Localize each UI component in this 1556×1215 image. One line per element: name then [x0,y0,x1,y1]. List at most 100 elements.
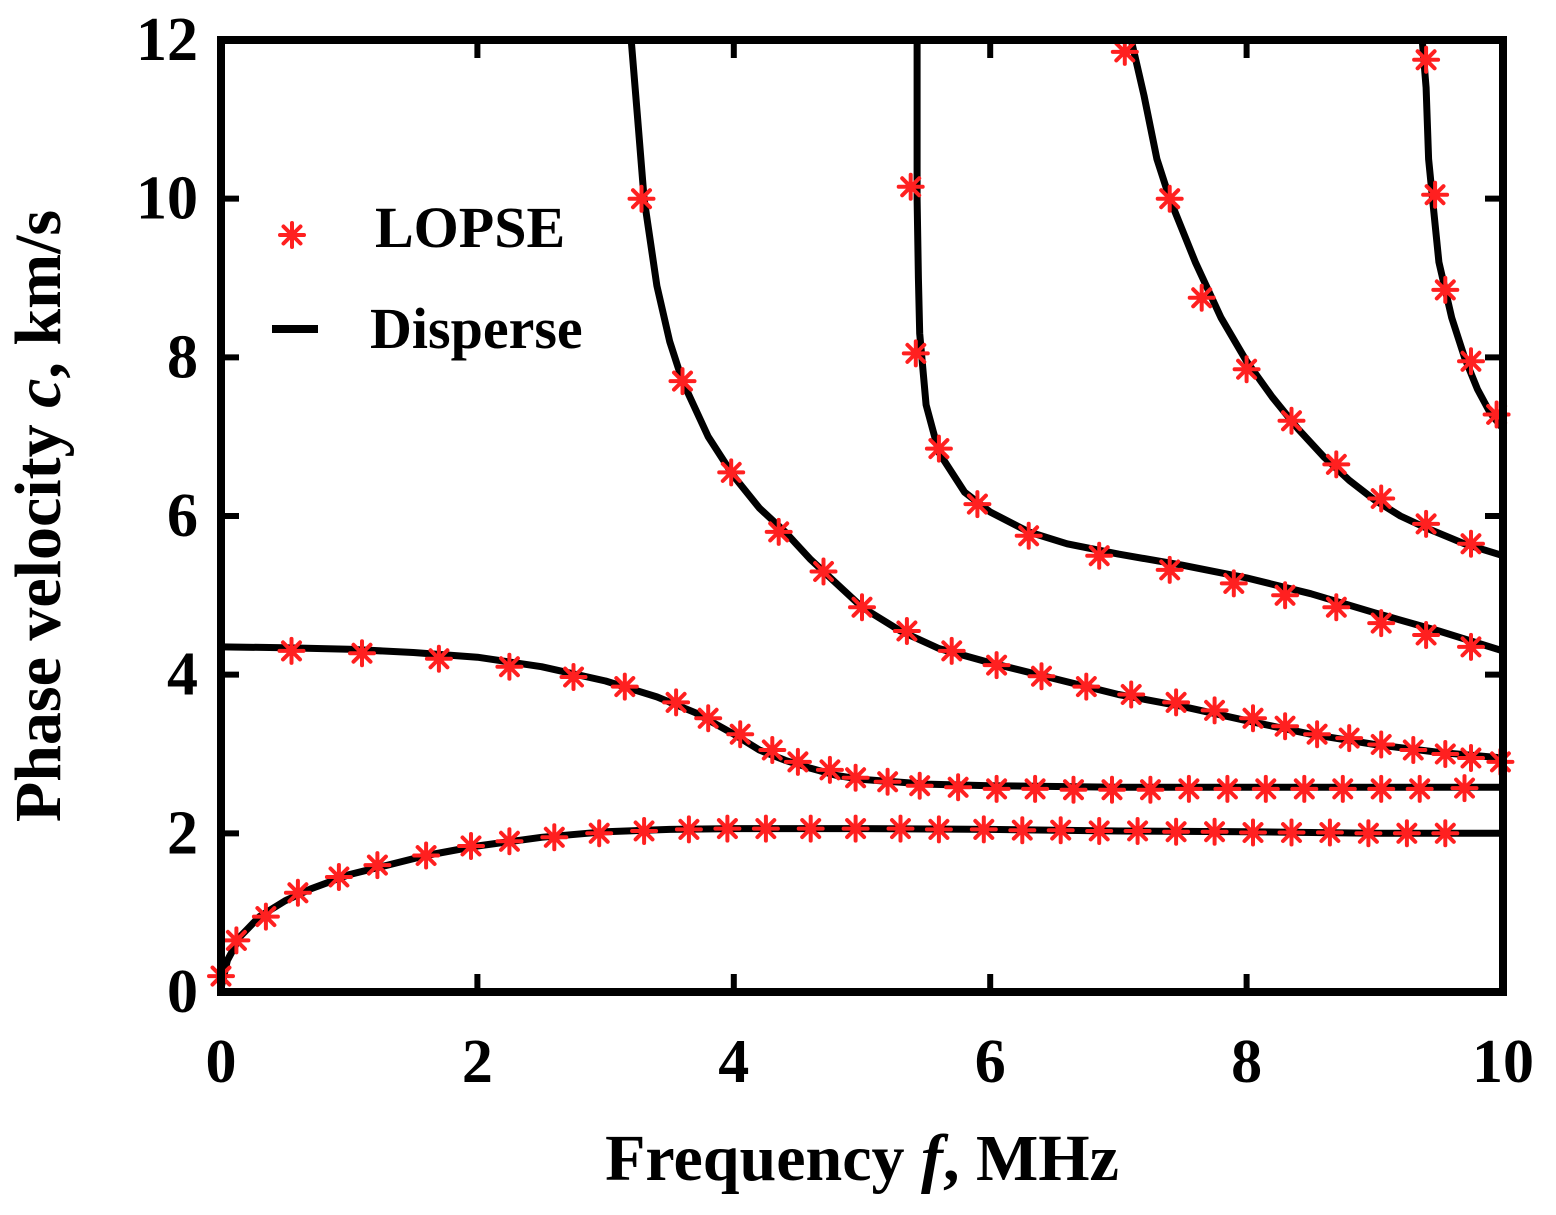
lopse-mode-3-point-2 [668,367,697,396]
lopse-mode-4-point-13 [1457,632,1485,661]
lopse-mode-6-point-4 [1457,347,1485,376]
legend: LOPSE Disperse [272,195,583,361]
lopse-mode-1-point-19 [924,815,953,844]
disperse-mode-3-line [627,40,1503,762]
lopse-mode-3-point-19 [1367,730,1396,759]
lopse-mode-1-point-18 [886,814,915,843]
lopse-mode-2-point-5 [559,663,588,691]
lopse-mode-6-point-1 [1412,45,1441,74]
lopse-mode-1-point-17 [841,814,870,843]
y-axis-label-variable: c [2,379,75,408]
lopse-mode-1-point-22 [1046,816,1075,845]
lopse-mode-2-point-27 [1367,774,1396,803]
lopse-mode-4-point-2 [901,339,930,368]
lopse-mode-2-point-2 [348,639,376,668]
lopse-mode-1-point-30 [1354,819,1383,848]
lopse-mode-3-point-14 [1200,696,1229,725]
lopse-mode-2-point-28 [1405,774,1434,803]
y-tick-label-12: 12 [136,6,198,74]
x-tick-label-2: 2 [462,1028,493,1096]
y-axis-label: Phase velocity c, km/s [2,210,75,822]
lopse-mode-2-point-16 [944,773,973,802]
lopse-mode-1-point-11 [585,819,614,848]
legend-label-lopse: LOPSE [375,195,565,260]
legend-label-disperse: Disperse [370,296,583,361]
lopse-mode-6-point-2 [1421,180,1450,209]
x-tick-label-8: 8 [1231,1028,1262,1096]
lopse-mode-5-point-8 [1412,509,1441,538]
y-tick-label-4: 4 [167,641,198,709]
lopse-mode-2-point-8 [694,704,723,733]
lopse-mode-2-point-11 [783,747,812,776]
lopse-mode-1-point-5 [324,863,353,891]
disperse-mode-1-line [221,825,1503,992]
lopse-mode-1-point-4 [283,878,312,907]
lopse-mode-4-point-3 [924,434,953,463]
lopse-mode-3-point-21 [1431,740,1460,768]
lopse-mode-2-point-7 [662,688,691,717]
lopse-markers [207,37,1515,991]
lopse-mode-1-point-25 [1162,817,1191,846]
lopse-mode-1-point-9 [495,827,524,856]
lopse-mode-2-point-19 [1059,775,1088,804]
lopse-mode-5-point-7 [1367,484,1396,513]
disperse-curves [221,40,1503,992]
lopse-mode-3-point-16 [1271,712,1300,741]
lopse-mode-3-point-4 [764,517,793,546]
x-tick-label-10: 10 [1472,1028,1534,1096]
y-axis-label-part-3: , km/s [2,210,75,379]
lopse-mode-2-point-1 [277,636,306,665]
lopse-mode-5-point-4 [1232,355,1261,384]
lopse-mode-1-point-21 [1008,816,1037,845]
lopse-mode-2-point-6 [610,672,639,701]
plot-frame [217,36,1507,996]
lopse-mode-3-point-18 [1335,724,1364,753]
lopse-mode-3-point-20 [1399,736,1428,764]
y-tick-label-10: 10 [136,165,198,233]
lopse-mode-5-point-9 [1457,529,1485,558]
x-tick-labels: 0 2 4 6 8 10 [206,1028,1535,1096]
lopse-mode-4-point-8 [1219,569,1248,598]
lopse-mode-2-point-22 [1174,774,1203,803]
lopse-mode-2-point-24 [1251,774,1280,803]
lopse-mode-4-point-7 [1155,555,1184,584]
x-tick-label-6: 6 [975,1028,1006,1096]
lopse-mode-2-point-20 [1098,775,1126,804]
lopse-mode-2-point-3 [424,644,453,673]
lopse-mode-1-point-15 [751,814,780,843]
lopse-mode-2-point-9 [726,720,755,749]
lopse-mode-1-point-32 [1431,819,1460,848]
lopse-mode-2-point-17 [982,774,1011,803]
lopse-mode-3-point-6 [848,593,876,622]
lopse-mode-1-point-12 [630,817,659,845]
lopse-mode-4-point-4 [963,490,992,519]
lopse-mode-1-point-13 [674,815,703,844]
y-tick-label-6: 6 [167,482,198,550]
lopse-mode-2-point-4 [495,652,524,681]
lopse-mode-4-point-1 [896,172,925,201]
legend-marker-lopse [278,221,306,249]
lopse-mode-1-point-31 [1392,819,1421,848]
lopse-mode-3-point-5 [809,557,838,586]
x-axis-label-part-1: Frequency [605,1122,921,1195]
lopse-mode-6-point-3 [1431,275,1460,304]
lopse-mode-3-point-22 [1457,744,1485,772]
lopse-mode-2-point-23 [1213,774,1242,803]
lopse-mode-5-point-2 [1155,184,1184,213]
lopse-mode-2-point-26 [1328,774,1357,803]
lopse-mode-5-point-3 [1187,283,1216,312]
lopse-mode-1-point-27 [1239,818,1267,847]
x-axis-label: Frequency f, MHz [605,1122,1119,1195]
lopse-mode-4-point-12 [1412,621,1441,649]
lopse-mode-3-point-10 [1027,662,1056,691]
lopse-mode-1-point-20 [969,815,998,844]
legend-star-icon [278,221,306,249]
lopse-mode-1-point-3 [251,902,280,931]
lopse-mode-4-point-6 [1085,541,1114,570]
lopse-mode-4-point-11 [1367,609,1396,638]
x-axis-label-part-3: , MHz [943,1122,1119,1195]
lopse-mode-5-point-5 [1277,406,1306,435]
y-tick-label-0: 0 [167,958,198,1026]
lopse-mode-3-point-15 [1239,704,1267,733]
